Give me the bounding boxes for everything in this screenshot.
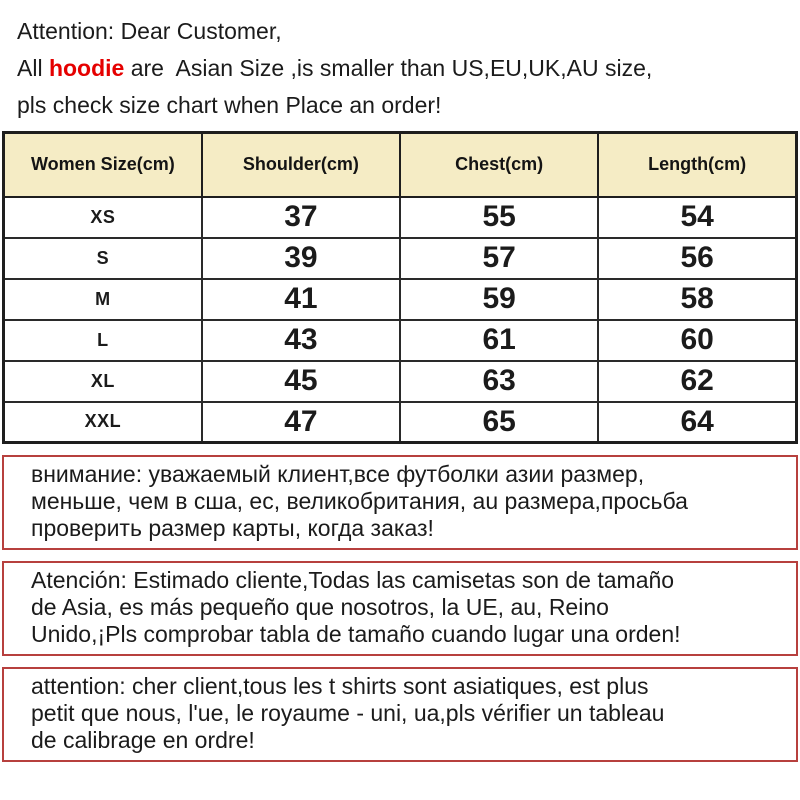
length-cell: 54 (597, 195, 798, 239)
size-cell: S (2, 236, 203, 280)
notice-line-2-suffix: are Asian Size ,is smaller than US,EU,UK… (124, 55, 653, 81)
table-row: S 39 57 56 (2, 236, 798, 280)
table-row: M 41 59 58 (2, 277, 798, 321)
table-row: L 43 61 60 (2, 318, 798, 362)
column-header-length: Length(cm) (597, 131, 798, 198)
size-chart-table: Women Size(cm) Shoulder(cm) Chest(cm) Le… (2, 131, 798, 444)
notice-line-2: All hoodie are Asian Size ,is smaller th… (17, 50, 800, 87)
shoulder-cell: 37 (200, 195, 402, 239)
notice-line-3: pls check size chart when Place an order… (17, 92, 442, 118)
size-cell: M (2, 277, 203, 321)
table-row: XS 37 55 54 (2, 195, 798, 239)
french-notice-box: attention: cher client,tous les t shirts… (2, 667, 798, 762)
size-cell: L (2, 318, 203, 362)
chest-cell: 55 (398, 195, 600, 239)
chest-cell: 57 (398, 236, 600, 280)
french-line-1: attention: cher client,tous les t shirts… (31, 673, 649, 699)
size-cell: XXL (2, 400, 203, 444)
table-row: XXL 47 65 64 (2, 400, 798, 444)
table-row: XL 45 63 62 (2, 359, 798, 403)
spanish-line-2: de Asia, es más pequeño que nosotros, la… (31, 594, 609, 620)
column-header-chest: Chest(cm) (398, 131, 600, 198)
russian-line-2: меньше, чем в сша, ес, великобритания, a… (31, 488, 688, 514)
column-header-women-size: Women Size(cm) (2, 131, 203, 198)
russian-line-3: проверить размер карты, когда заказ! (31, 515, 434, 541)
header-row: Women Size(cm) Shoulder(cm) Chest(cm) Le… (2, 131, 798, 198)
chest-cell: 63 (398, 359, 600, 403)
size-cell: XS (2, 195, 203, 239)
chest-cell: 61 (398, 318, 600, 362)
length-cell: 62 (597, 359, 798, 403)
shoulder-cell: 45 (200, 359, 402, 403)
size-cell: XL (2, 359, 203, 403)
chest-cell: 59 (398, 277, 600, 321)
chest-cell: 65 (398, 400, 600, 444)
russian-line-1: внимание: уважаемый клиент,все футболки … (31, 461, 645, 487)
column-header-shoulder: Shoulder(cm) (200, 131, 402, 198)
length-cell: 58 (597, 277, 798, 321)
shoulder-cell: 43 (200, 318, 402, 362)
notice-line-1: Attention: Dear Customer, (17, 18, 282, 44)
french-line-2: petit que nous, l'ue, le royaume - uni, … (31, 700, 665, 726)
size-chart-body: XS 37 55 54 S 39 57 56 M 41 59 58 L 43 6… (2, 195, 798, 444)
length-cell: 64 (597, 400, 798, 444)
shoulder-cell: 39 (200, 236, 402, 280)
spanish-line-3: Unido,¡Pls comprobar tabla de tamaño cua… (31, 621, 681, 647)
attention-notice: Attention: Dear Customer, All hoodie are… (0, 0, 800, 124)
spanish-notice-box: Atención: Estimado cliente,Todas las cam… (2, 561, 798, 656)
notice-line-2-prefix: All (17, 55, 49, 81)
size-chart-header: Women Size(cm) Shoulder(cm) Chest(cm) Le… (2, 131, 798, 198)
length-cell: 60 (597, 318, 798, 362)
shoulder-cell: 41 (200, 277, 402, 321)
spanish-line-1: Atención: Estimado cliente,Todas las cam… (31, 567, 675, 593)
product-name-highlight: hoodie (48, 55, 125, 81)
shoulder-cell: 47 (200, 400, 402, 444)
length-cell: 56 (597, 236, 798, 280)
russian-notice-box: внимание: уважаемый клиент,все футболки … (2, 455, 798, 550)
french-line-3: de calibrage en ordre! (31, 727, 255, 753)
